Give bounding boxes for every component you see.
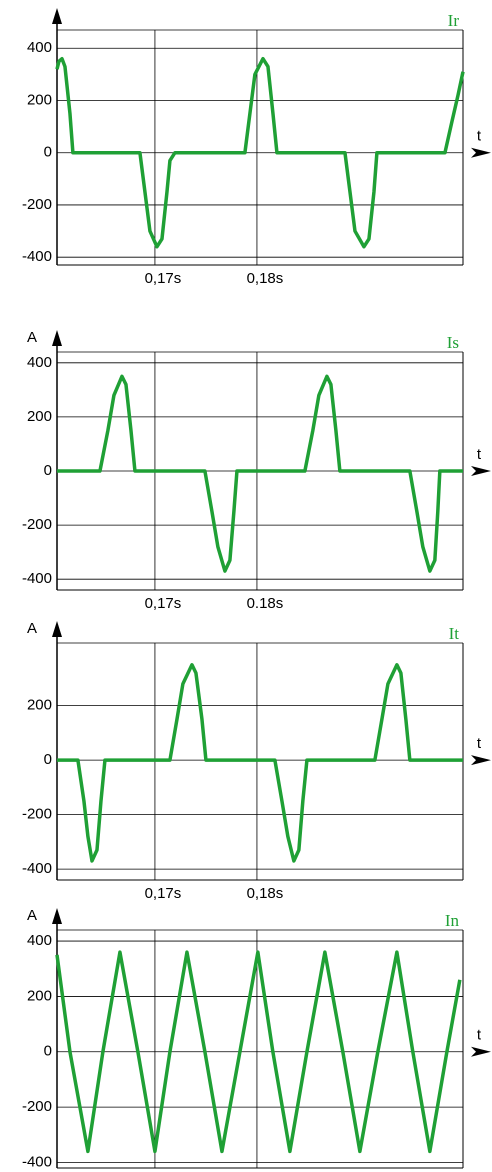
- y-axis-arrow: [52, 8, 62, 24]
- y-tick-label: 400: [27, 39, 52, 56]
- x-axis-label: t: [477, 128, 482, 145]
- chart-panel: t A Is -400 -200 0 200 400 0,17s 0.18s: [22, 329, 491, 612]
- x-tick-label: 0,17s: [145, 270, 182, 287]
- y-tick-label: -200: [22, 516, 52, 533]
- x-axis-arrow: [471, 466, 491, 476]
- x-axis-label: t: [477, 735, 482, 752]
- y-tick-label: 0: [44, 751, 52, 768]
- data-line: [57, 374, 463, 573]
- y-tick-label: 400: [27, 354, 52, 371]
- y-axis-label: A: [27, 907, 37, 924]
- data-line: [55, 950, 462, 1154]
- y-tick-label: -400: [22, 1153, 52, 1170]
- x-axis-arrow: [471, 147, 491, 158]
- chart-panel: t Ir -400 -200 0 200 400 0,17s 0,18s: [22, 8, 491, 287]
- data-line: [57, 663, 463, 863]
- y-tick-label: 200: [27, 91, 52, 108]
- y-tick-label: 200: [27, 408, 52, 425]
- x-tick-label: 0,17s: [145, 595, 182, 612]
- y-tick-label: -200: [22, 196, 52, 213]
- y-axis-arrow: [52, 330, 62, 346]
- x-tick-label: 0,18s: [247, 270, 284, 287]
- chart-title: Is: [447, 333, 459, 352]
- y-axis-label: A: [27, 329, 37, 346]
- x-axis-arrow: [471, 1046, 491, 1057]
- y-tick-label: -200: [22, 1098, 52, 1115]
- data-line: [55, 56, 465, 249]
- chart-title: Ir: [448, 11, 460, 30]
- x-tick-label: 0,18s: [247, 885, 284, 902]
- x-tick-label: 0,17s: [145, 885, 182, 902]
- y-axis-arrow: [52, 908, 62, 924]
- y-tick-label: -200: [22, 806, 52, 823]
- y-tick-label: 200: [27, 987, 52, 1004]
- x-axis-label: t: [477, 446, 482, 463]
- x-axis-arrow: [471, 755, 491, 766]
- y-axis-label: A: [27, 620, 37, 637]
- y-tick-label: 0: [44, 1043, 52, 1060]
- y-tick-label: 400: [27, 932, 52, 949]
- x-tick-label: 0.18s: [247, 595, 284, 612]
- y-tick-label: -400: [22, 860, 52, 877]
- chart-title: In: [445, 911, 460, 930]
- y-tick-label: -400: [22, 248, 52, 265]
- chart-panel: t A It -400 -200 0 200 0,17s 0,18s: [22, 620, 491, 902]
- y-tick-label: 200: [27, 697, 52, 714]
- y-tick-label: -400: [22, 570, 52, 587]
- y-tick-label: 0: [44, 462, 52, 479]
- chart-title: It: [449, 624, 460, 643]
- y-tick-label: 0: [44, 144, 52, 161]
- x-axis-label: t: [477, 1027, 482, 1044]
- y-axis-arrow: [52, 621, 62, 637]
